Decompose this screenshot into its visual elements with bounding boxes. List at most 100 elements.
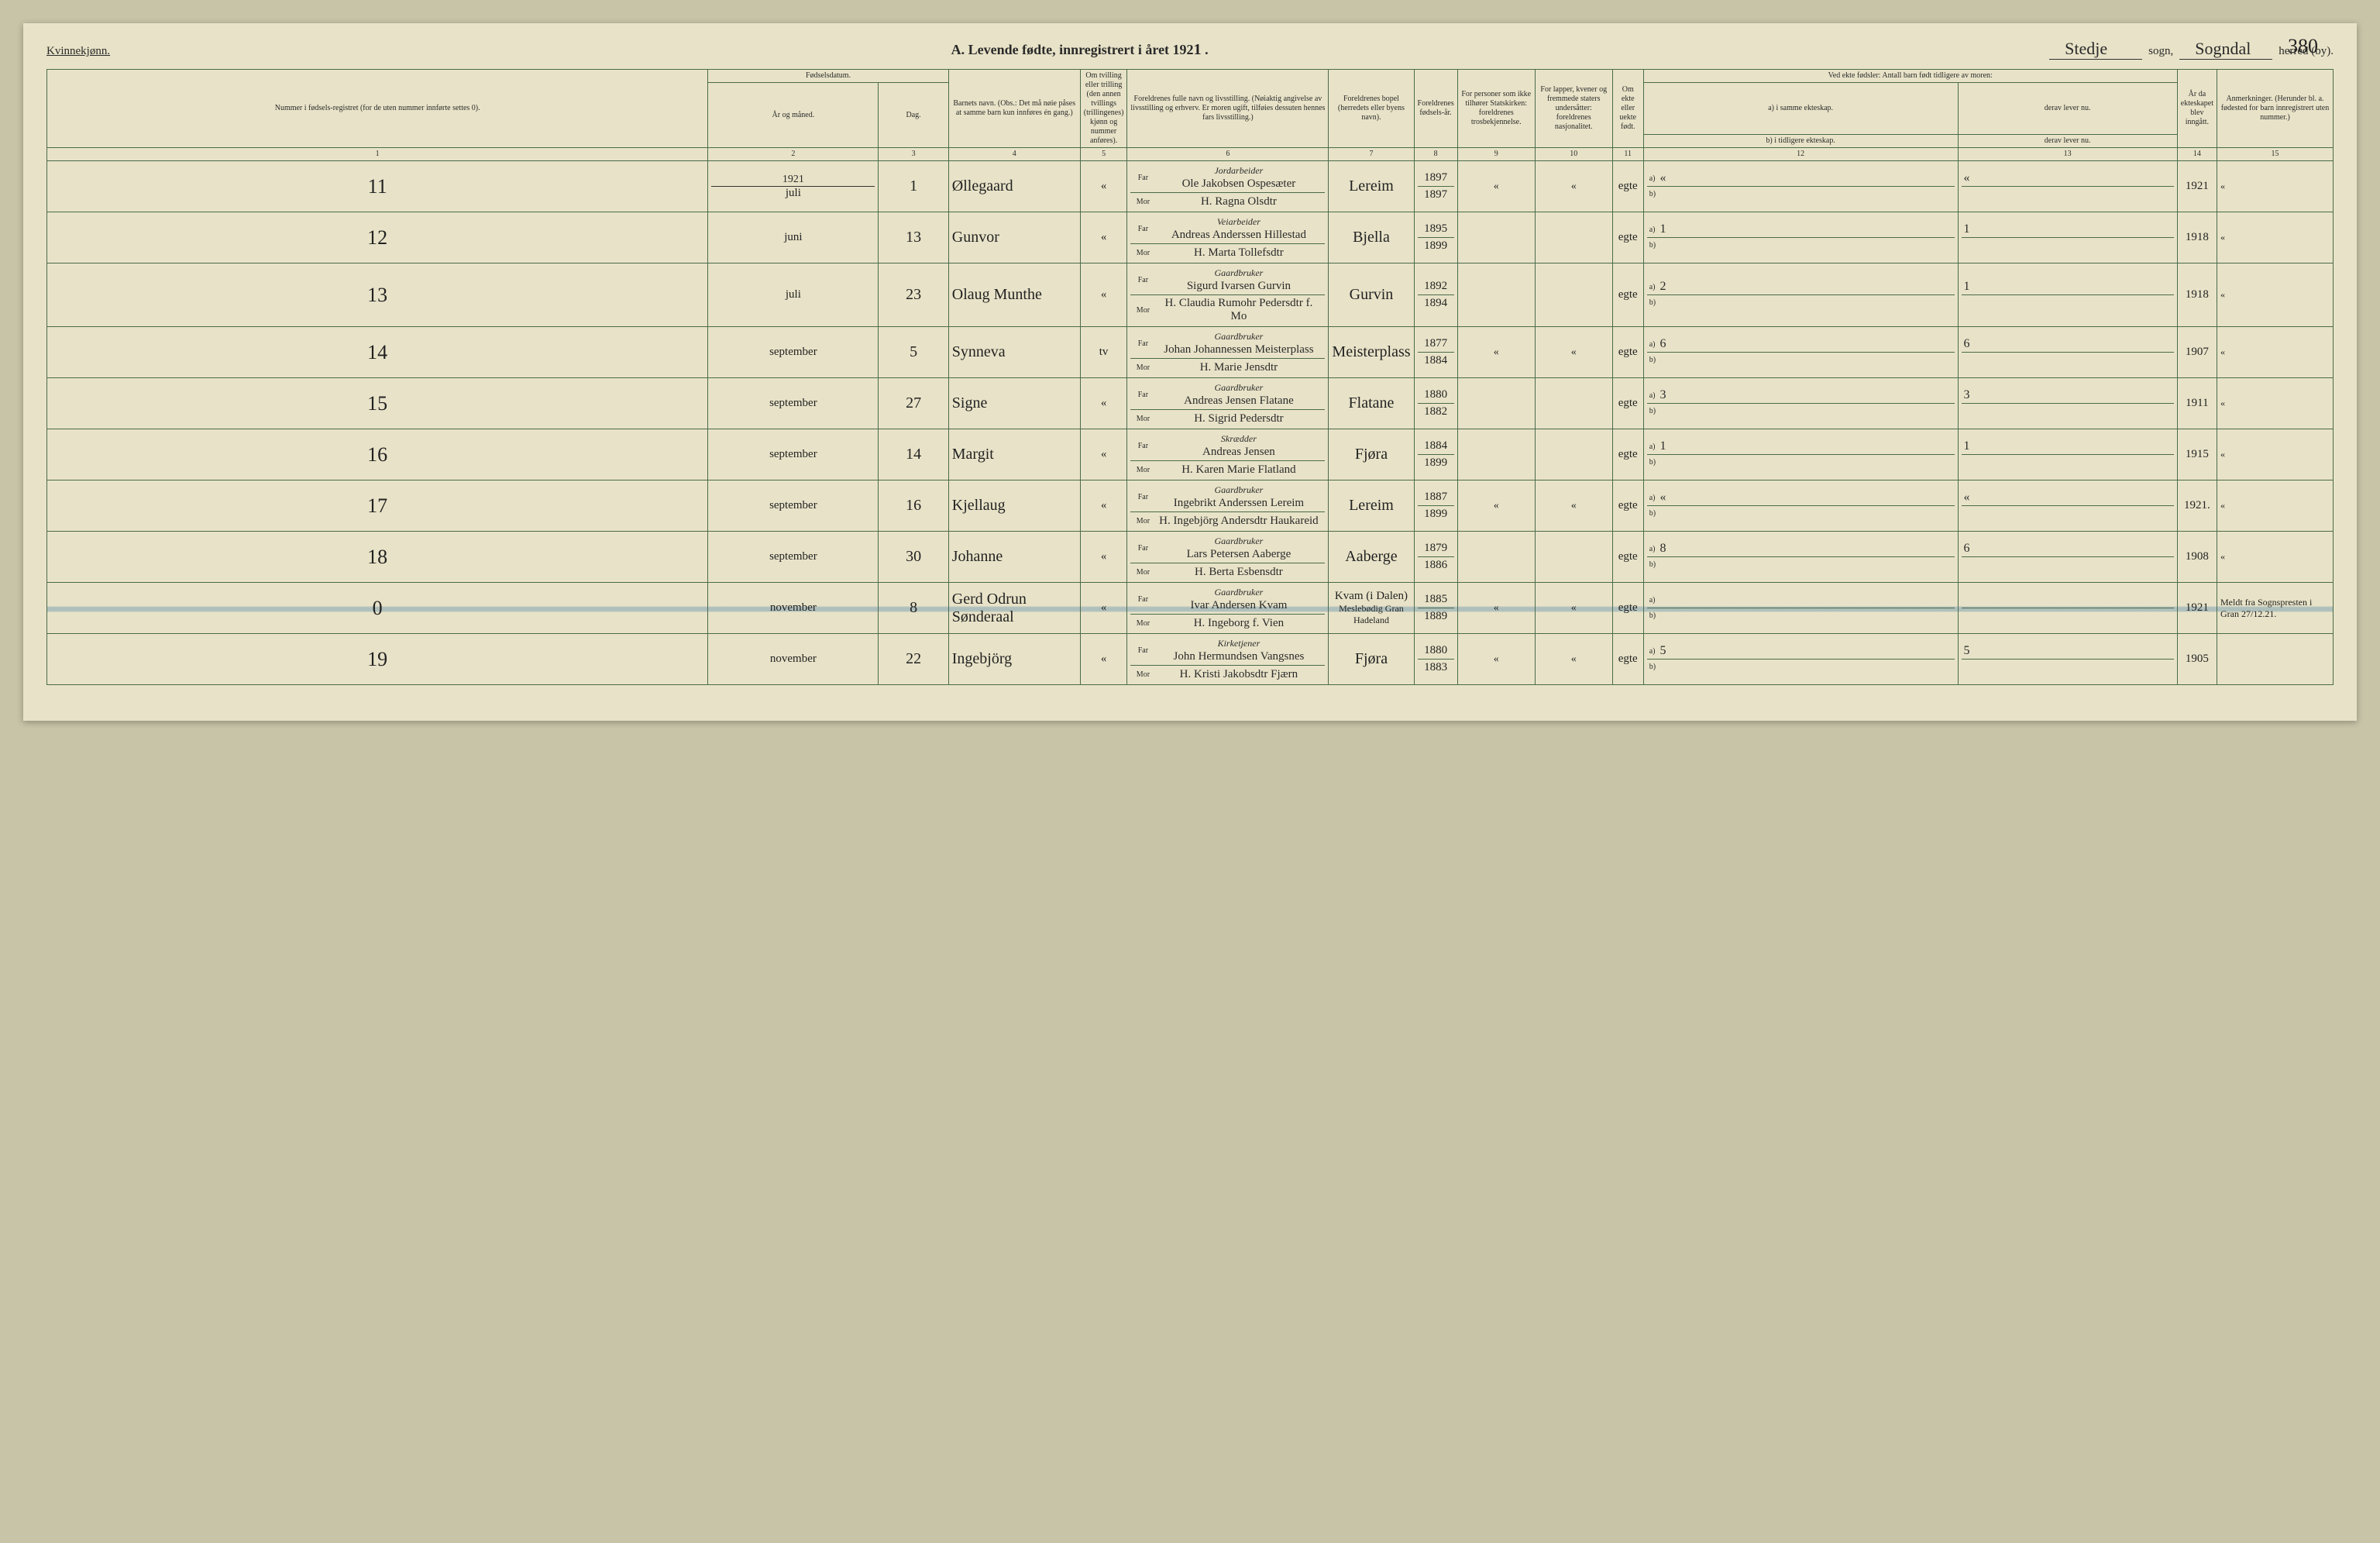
parents-cell: FarGaardbrukerAndreas Jensen FlataneMorH… — [1127, 378, 1329, 429]
register-table: Nummer i fødsels-registret (for de uten … — [46, 69, 2334, 685]
nationality: « — [1535, 161, 1612, 212]
mother-row: MorH. Marie Jensdtr — [1130, 359, 1325, 376]
mother-label: Mor — [1133, 363, 1152, 372]
col-4-head: Om tvilling eller trilling (den annen tv… — [1080, 70, 1127, 148]
nationality — [1535, 532, 1612, 583]
mother-row: MorH. Sigrid Pedersdtr — [1130, 410, 1325, 427]
father-row: FarKirketjenerJohn Hermundsen Vangsnes — [1130, 635, 1325, 666]
parents-cell: FarKirketjenerJohn Hermundsen VangsnesMo… — [1127, 634, 1329, 685]
father-name: JordarbeiderOle Jakobsen Ospesæter — [1155, 164, 1322, 191]
col-6-head: Foreldrenes bopel (herredets eller byens… — [1329, 70, 1414, 148]
mother-name: H. Ingeborg f. Vien — [1155, 617, 1322, 630]
child-name: Ingebjörg — [948, 634, 1080, 685]
father-label: Far — [1133, 174, 1152, 182]
birth-day: 1 — [879, 161, 948, 212]
residence: Lereim — [1329, 161, 1414, 212]
entry-number: 11 — [47, 161, 708, 212]
child-name: Gunvor — [948, 212, 1080, 263]
father-row: FarGaardbrukerJohan Johannessen Meisterp… — [1130, 329, 1325, 359]
father-row: FarGaardbrukerIvar Andersen Kvam — [1130, 584, 1325, 615]
parent-birth-years: 18971897 — [1414, 161, 1457, 212]
nationality — [1535, 212, 1612, 263]
mother-name: H. Karen Marie Flatland — [1155, 463, 1322, 477]
births-a-label: a) — [1649, 545, 1656, 553]
residence: Lereim — [1329, 480, 1414, 532]
colnum: 6 — [1127, 148, 1329, 161]
prior-living: 5 — [1958, 634, 2177, 685]
parents-cell: FarJordarbeiderOle Jakobsen OspesæterMor… — [1127, 161, 1329, 212]
residence: Fjøra — [1329, 429, 1414, 480]
mother-row: MorH. Claudia Rumohr Pedersdtr f. Mo — [1130, 295, 1325, 325]
colnum: 15 — [2217, 148, 2334, 161]
col-11d-head: derav lever nu. — [1958, 135, 2177, 148]
colnum: 8 — [1414, 148, 1457, 161]
living-a-value: 3 — [1964, 388, 1970, 402]
birth-day: 27 — [879, 378, 948, 429]
mother-birth-year: 1883 — [1424, 661, 1447, 674]
prior-births: a)2b) — [1643, 263, 1958, 327]
twin-mark: « — [1080, 480, 1127, 532]
table-head: Nummer i fødsels-registret (for de uten … — [47, 70, 2334, 161]
colnum: 14 — [2177, 148, 2217, 161]
colnum: 1 — [47, 148, 708, 161]
parent-birth-years: 18801882 — [1414, 378, 1457, 429]
parents-cell: FarGaardbrukerIngebrikt Anderssen Lereim… — [1127, 480, 1329, 532]
birth-month: 1921juli — [708, 161, 879, 212]
father-name: SkrædderAndreas Jensen — [1155, 432, 1322, 459]
mother-row: MorH. Karen Marie Flatland — [1130, 461, 1325, 478]
birth-day: 14 — [879, 429, 948, 480]
father-label: Far — [1133, 225, 1152, 233]
twin-mark: « — [1080, 429, 1127, 480]
birth-day: 5 — [879, 327, 948, 378]
nationality: « — [1535, 327, 1612, 378]
table-row: 15september27Signe«FarGaardbrukerAndreas… — [47, 378, 2334, 429]
title-prefix: A. Levende fødte, innregistrert i året 1… — [951, 42, 1194, 57]
gender-label: Kvinnekjønn. — [46, 45, 110, 58]
nationality: « — [1535, 583, 1612, 634]
prior-living: « — [1958, 161, 2177, 212]
mother-birth-year: 1897 — [1424, 188, 1447, 201]
births-a-label: a) — [1649, 283, 1656, 291]
colnum: 9 — [1457, 148, 1535, 161]
residence: Kvam (i Dalen)Meslebødig Gran Hadeland — [1329, 583, 1414, 634]
colnum: 5 — [1080, 148, 1127, 161]
mother-birth-year: 1886 — [1424, 559, 1447, 572]
birth-month: juni — [708, 212, 879, 263]
births-b-label: b) — [1649, 509, 1656, 518]
twin-mark: « — [1080, 263, 1127, 327]
remarks: « — [2217, 212, 2334, 263]
col-1-head: Nummer i fødsels-registret (for de uten … — [47, 70, 708, 148]
table-row: 0november8Gerd Odrun Sønderaal«FarGaardb… — [47, 583, 2334, 634]
colnum: 10 — [1535, 148, 1612, 161]
birth-month: september — [708, 480, 879, 532]
birth-year: 1921 — [711, 174, 875, 187]
colnum: 2 — [708, 148, 879, 161]
parent-birth-years: 18791886 — [1414, 532, 1457, 583]
births-a-value: « — [1660, 171, 1666, 185]
births-a-label: a) — [1649, 443, 1656, 451]
twin-mark: « — [1080, 378, 1127, 429]
marriage-year: 1911 — [2177, 378, 2217, 429]
births-a-value: 8 — [1660, 542, 1666, 556]
births-a-value: 1 — [1660, 439, 1666, 453]
residence: Fjøra — [1329, 634, 1414, 685]
nationality: « — [1535, 634, 1612, 685]
twin-mark: « — [1080, 532, 1127, 583]
parent-birth-years: 18801883 — [1414, 634, 1457, 685]
mother-label: Mor — [1133, 466, 1152, 474]
prior-births: a)6b) — [1643, 327, 1958, 378]
living-a-value: 1 — [1964, 280, 1970, 294]
father-row: FarJordarbeiderOle Jakobsen Ospesæter — [1130, 163, 1325, 193]
birth-month-text: juli — [711, 187, 875, 200]
birth-month: september — [708, 429, 879, 480]
legitimate: egte — [1612, 532, 1643, 583]
mother-birth-year: 1894 — [1424, 297, 1447, 310]
mother-row: MorH. Ragna Olsdtr — [1130, 193, 1325, 210]
remarks: « — [2217, 327, 2334, 378]
father-birth-year: 1892 — [1424, 280, 1447, 293]
father-label: Far — [1133, 391, 1152, 399]
twin-mark: « — [1080, 634, 1127, 685]
twin-mark: « — [1080, 161, 1127, 212]
birth-month: november — [708, 634, 879, 685]
births-a-value: 3 — [1660, 388, 1666, 402]
